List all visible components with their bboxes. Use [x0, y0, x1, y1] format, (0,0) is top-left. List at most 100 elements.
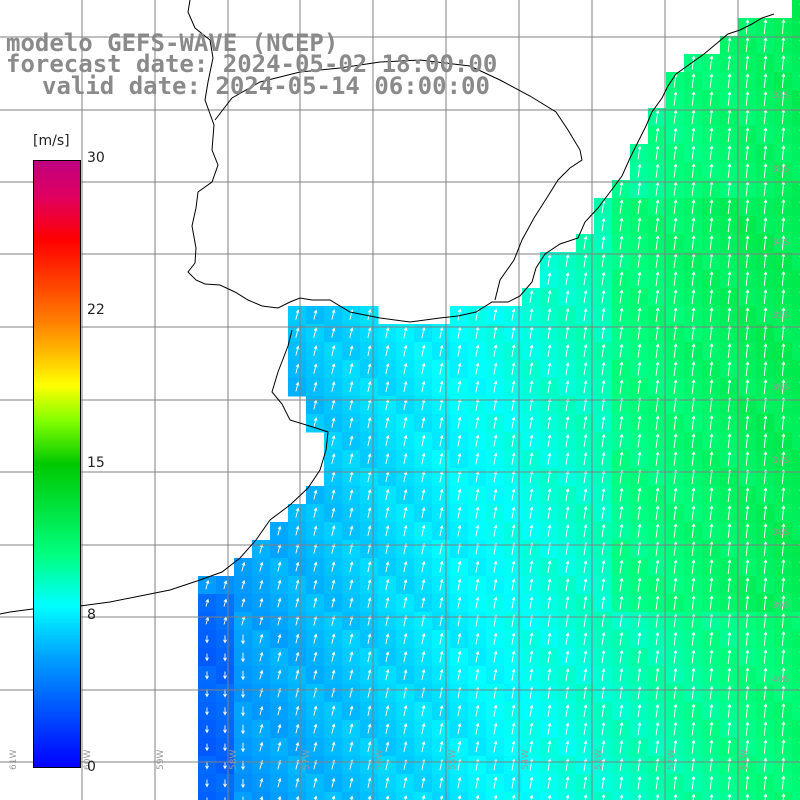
wind-arrow [331, 597, 336, 608]
wind-arrow [511, 632, 516, 645]
wind-arrow [475, 668, 480, 681]
wind-arrow [601, 523, 606, 538]
wind-arrow [475, 434, 480, 447]
wind-arrow [511, 434, 516, 447]
lat-label: 32S [772, 91, 789, 101]
wind-arrow [493, 578, 498, 591]
lon-label: 56W [375, 750, 385, 770]
wind-arrow [457, 704, 462, 717]
wind-arrow [421, 362, 426, 375]
lat-label: 34S [772, 238, 789, 248]
wind-cell [360, 792, 379, 800]
wind-arrow [565, 380, 570, 393]
wind-arrow [511, 722, 516, 735]
wind-cell [792, 378, 800, 397]
wind-arrow [763, 757, 768, 772]
wind-arrow [565, 416, 570, 430]
wind-arrow [475, 344, 480, 357]
wind-arrow [529, 506, 534, 519]
wind-arrow [745, 559, 750, 575]
wind-arrow [601, 235, 606, 250]
wind-arrow [601, 253, 606, 268]
wind-arrow [529, 578, 534, 591]
wind-arrow [421, 777, 426, 789]
wind-arrow [781, 433, 786, 449]
wind-arrow [727, 523, 732, 539]
wind-arrow [583, 668, 588, 681]
wind-arrow [259, 579, 264, 590]
wind-cell [792, 504, 800, 523]
wind-arrow [529, 488, 534, 501]
wind-arrow [709, 55, 714, 70]
wind-arrow [727, 415, 732, 431]
wind-arrow [781, 217, 786, 233]
wind-arrow [601, 433, 606, 448]
wind-arrow [403, 543, 408, 555]
wind-arrow [709, 775, 714, 790]
lat-label: 36S [772, 383, 789, 393]
wind-arrow [295, 651, 300, 662]
wind-arrow [421, 722, 426, 735]
wind-arrow [547, 794, 552, 800]
wind-arrow [511, 452, 516, 465]
wind-arrow [655, 505, 660, 520]
wind-arrow [259, 741, 264, 752]
wind-arrow [709, 217, 714, 233]
wind-arrow [259, 597, 264, 608]
wind-arrow [709, 415, 714, 431]
wind-arrow [403, 705, 408, 717]
wind-arrow [565, 397, 570, 412]
wind-arrow [673, 289, 678, 304]
wind-arrow [601, 271, 606, 286]
wind-arrow [295, 363, 300, 374]
wind-arrow [529, 686, 534, 699]
wind-arrow [493, 362, 498, 375]
wind-arrow [745, 757, 750, 772]
coastline [187, 0, 775, 323]
wind-arrow [745, 793, 750, 800]
wind-arrow [673, 595, 678, 610]
wind-arrow [709, 577, 714, 593]
wind-arrow [349, 615, 354, 626]
wind-arrow [295, 777, 300, 788]
wind-arrow [727, 379, 732, 395]
wind-arrow [601, 343, 606, 358]
wind-arrow [709, 379, 714, 395]
wind-arrow [457, 470, 462, 483]
wind-arrow [601, 686, 606, 699]
wind-arrow [655, 577, 660, 592]
wind-arrow [619, 505, 624, 520]
wind-arrow [457, 344, 462, 357]
wind-arrow [583, 271, 588, 286]
wind-arrow [709, 721, 714, 736]
wind-arrow [727, 37, 732, 53]
wind-arrow [457, 650, 462, 663]
wind-arrow [673, 505, 678, 520]
wind-cell [792, 108, 800, 127]
wind-arrow [763, 127, 768, 143]
wind-arrow [673, 667, 678, 682]
wind-arrow [439, 434, 444, 447]
wind-arrow [619, 595, 624, 610]
wind-arrow [637, 577, 642, 592]
wind-arrow [313, 795, 318, 800]
wind-arrow [691, 523, 696, 539]
wind-arrow [727, 595, 732, 611]
wind-arrow [601, 469, 606, 484]
wind-arrow [529, 344, 534, 357]
wind-arrow [619, 451, 624, 466]
wind-arrow [691, 127, 696, 142]
wind-arrow [655, 379, 660, 394]
wind-cell [252, 792, 271, 800]
wind-arrow [547, 776, 552, 789]
wind-arrow [313, 543, 318, 554]
wind-arrow [745, 91, 750, 107]
wind-arrow [709, 487, 714, 503]
wind-arrow [475, 506, 480, 519]
wind-arrow [745, 271, 750, 287]
wind-cell [288, 792, 307, 800]
lon-label: 55W [448, 750, 458, 770]
wind-arrow [637, 631, 642, 646]
wind-arrow [331, 381, 336, 392]
